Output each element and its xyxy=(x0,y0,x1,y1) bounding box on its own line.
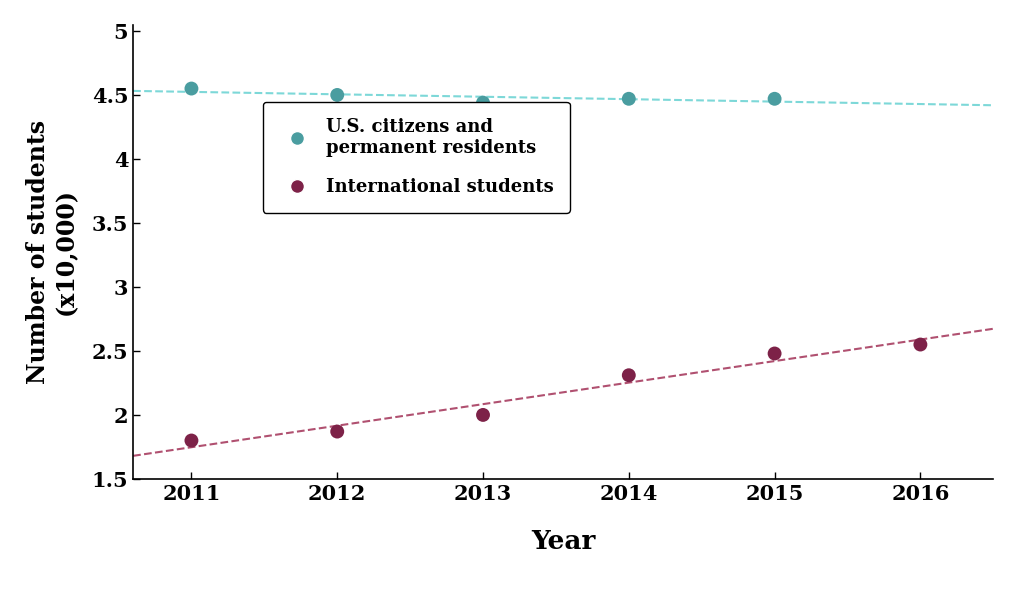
Point xyxy=(475,410,492,420)
Point xyxy=(329,90,345,100)
Point xyxy=(475,98,492,107)
Point xyxy=(621,94,637,104)
Legend: U.S. citizens and
permanent residents, International students: U.S. citizens and permanent residents, I… xyxy=(262,102,569,212)
Point xyxy=(766,349,782,359)
Y-axis label: Number of students
(x10,000): Number of students (x10,000) xyxy=(26,120,78,384)
Point xyxy=(183,84,200,93)
Point xyxy=(329,427,345,437)
Point xyxy=(766,94,782,104)
Point xyxy=(183,435,200,445)
Point xyxy=(912,340,929,349)
Point xyxy=(621,370,637,380)
X-axis label: Year: Year xyxy=(531,529,595,554)
